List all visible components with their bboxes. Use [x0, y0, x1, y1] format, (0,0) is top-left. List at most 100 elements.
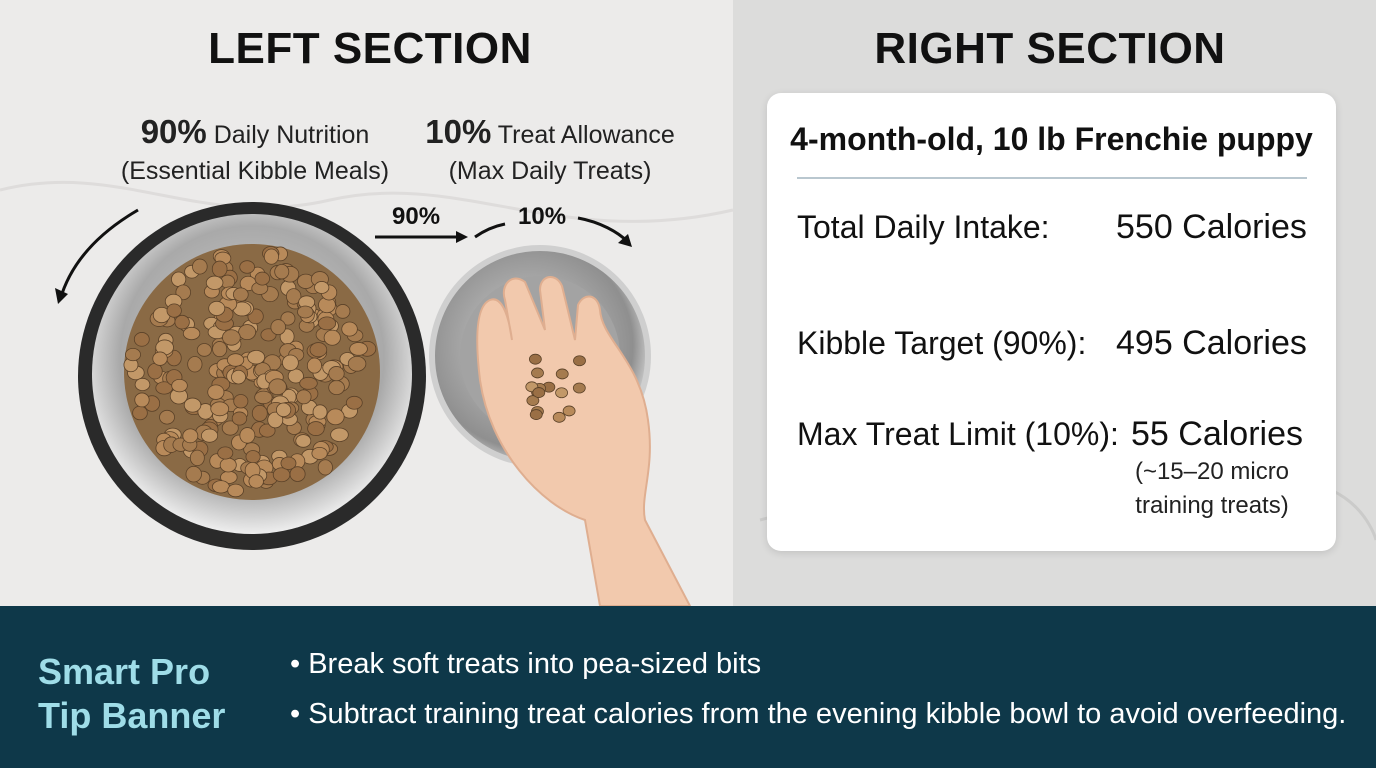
kibble-piece [328, 380, 345, 396]
kibble-piece [282, 354, 299, 371]
kibble-piece [562, 405, 576, 417]
kibble-piece [232, 287, 249, 302]
row-label: Total Daily Intake: [797, 209, 1050, 245]
kibble-piece [212, 341, 228, 358]
kibble-piece [233, 394, 249, 409]
note-line: (~15–20 micro [1134, 458, 1290, 485]
kibble-piece [573, 355, 586, 367]
kibble-piece [239, 427, 256, 444]
arrow-head [456, 231, 468, 243]
card-title: 4-month-old, 10 lb Frenchie puppy [790, 121, 1313, 157]
kibble-piece [285, 288, 302, 305]
arrow-head [55, 288, 68, 304]
kibble-piece [226, 353, 245, 367]
caption-label: Daily Nutrition [213, 121, 370, 149]
kibble-piece [572, 382, 586, 394]
banner-title: Smart Pro Tip Banner [38, 650, 225, 738]
kibble-piece [526, 395, 540, 406]
banner-title-line: Smart Pro [38, 651, 211, 692]
kibble-piece [555, 368, 569, 380]
row-label: Max Treat Limit (10%): [797, 416, 1119, 452]
kibble-piece [221, 420, 239, 436]
caption-sub: (Essential Kibble Meals) [120, 157, 390, 185]
kibble-piece [192, 258, 208, 275]
kibble-piece [296, 389, 312, 405]
kibble-piece [268, 378, 287, 396]
kibble-piece [299, 376, 318, 390]
kibble-piece [341, 321, 358, 337]
marble-vein [0, 180, 734, 223]
kibble-piece [312, 404, 328, 420]
arrow-label: 90% [392, 203, 441, 230]
row-value: 55 Calories [1131, 415, 1303, 453]
kibble-piece [295, 434, 312, 448]
row-label: Kibble Target (90%): [797, 325, 1087, 361]
kibble-piece [311, 446, 328, 460]
kibble-piece [349, 342, 368, 356]
kibble-piece [270, 319, 286, 336]
kibble-piece [159, 409, 175, 425]
kibble-piece [272, 467, 291, 483]
kibble-piece [275, 402, 292, 418]
treats [525, 353, 586, 423]
kibble-piece [200, 428, 219, 443]
kibble-piece [531, 367, 544, 379]
kibble-piece [134, 392, 150, 408]
kibble-piece [205, 275, 224, 290]
kibble-piece [166, 303, 182, 318]
divider [797, 177, 1307, 179]
kibble-piece [263, 248, 279, 265]
kibble-piece [189, 449, 205, 467]
caption-label: Treat Allowance [497, 121, 675, 149]
row-note: (~15–20 micro training treats) [1112, 455, 1312, 523]
kibble-piece [254, 271, 270, 286]
kibble-piece [254, 390, 273, 405]
row-value: 550 Calories [1116, 208, 1307, 246]
caption-sub: (Max Daily Treats) [448, 157, 652, 185]
kibble-piece [132, 405, 148, 421]
kibble-piece [171, 378, 188, 393]
kibble-piece [182, 428, 199, 444]
kibble-piece [306, 357, 322, 374]
caption-percent: 90% [140, 113, 207, 150]
kibble-piece [210, 401, 230, 417]
kibble-piece [345, 395, 363, 410]
kibble-piece [328, 366, 345, 382]
kibble-piece [326, 408, 345, 426]
info-card: 4-month-old, 10 lb Frenchie puppy Total … [767, 93, 1336, 551]
kibble-piece [174, 314, 190, 330]
kibble-piece [347, 355, 367, 372]
kibble-piece [152, 351, 168, 366]
kibble-piece [227, 483, 244, 498]
kibble-piece [532, 387, 546, 398]
kibble-piece [207, 384, 225, 400]
kibble-piece [317, 316, 337, 331]
kibble-piece [307, 421, 325, 436]
section-title: RIGHT SECTION [874, 24, 1226, 73]
kibble-piece [309, 342, 328, 358]
row-value: 495 Calories [1116, 324, 1307, 362]
kibble-piece [238, 324, 257, 341]
kibble-piece [183, 397, 202, 413]
arrow-label: 10% [518, 203, 567, 230]
kibble-piece [552, 411, 566, 423]
caption-percent: 10% [425, 113, 492, 150]
section-title: LEFT SECTION [208, 24, 532, 73]
caption: 90% Daily Nutrition (Essential Kibble Me… [70, 114, 440, 189]
kibble-piece [529, 409, 543, 420]
kibble-piece [248, 474, 264, 489]
kibble-piece [133, 332, 150, 347]
kibble-piece [239, 260, 255, 274]
kibble-piece [212, 480, 230, 494]
kibble-piece [274, 264, 290, 280]
kibble-piece [314, 281, 330, 294]
kibble-piece [555, 387, 568, 399]
arrow [474, 222, 506, 239]
kibble-piece [124, 347, 141, 362]
kibble-piece [247, 349, 266, 365]
tip: • Subtract training treat calories from … [290, 698, 1347, 730]
kibble-piece [335, 304, 351, 319]
tip: • Break soft treats into pea-sized bits [290, 648, 762, 680]
kibble-piece [196, 343, 212, 357]
kibble-piece [251, 404, 268, 422]
